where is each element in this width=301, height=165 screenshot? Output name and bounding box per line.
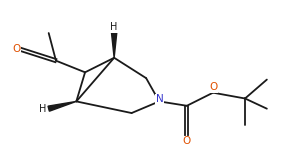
Text: O: O — [12, 44, 20, 54]
Text: H: H — [39, 104, 46, 114]
Text: O: O — [183, 136, 191, 146]
Polygon shape — [48, 101, 76, 111]
Text: N: N — [156, 94, 164, 104]
Text: H: H — [110, 22, 118, 32]
Text: O: O — [209, 82, 217, 92]
Polygon shape — [112, 33, 117, 58]
